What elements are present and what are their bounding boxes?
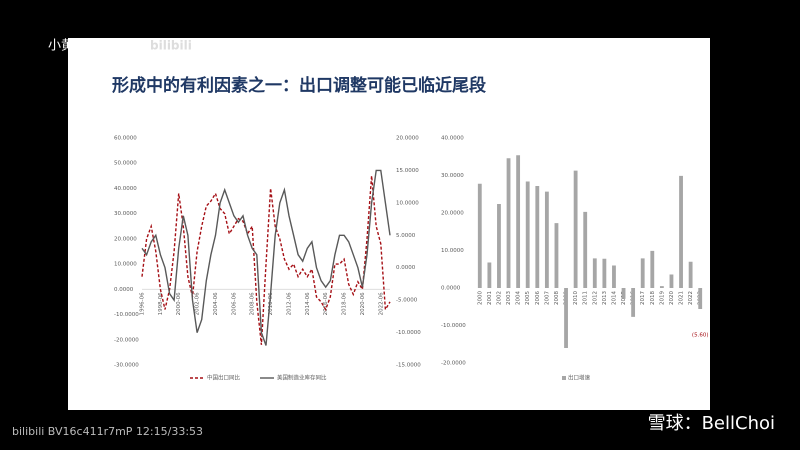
bar: [698, 288, 703, 309]
series-line: [141, 175, 391, 345]
y2-tick-label: -15.0000: [396, 363, 421, 369]
bar: [640, 258, 645, 288]
x-tick-label: 2001: [487, 291, 493, 305]
x-tick-label: 2004: [516, 291, 522, 305]
bar: [487, 262, 492, 288]
x-tick-label: 2022-06: [378, 292, 384, 315]
y-tick-label: -10.0000: [441, 323, 466, 329]
bar: [631, 288, 636, 317]
x-tick-label: 2008-06: [250, 292, 256, 315]
y-tick-label: 20.0000: [441, 211, 464, 217]
x-tick-label: 2021: [679, 291, 685, 305]
y2-tick-label: 20.0000: [396, 136, 419, 142]
logo: bilibili: [150, 39, 192, 53]
x-tick-label: 2017: [640, 291, 646, 305]
x-tick-label: 2005: [525, 291, 531, 305]
bar: [497, 204, 501, 288]
x-tick-label: 2003: [506, 291, 512, 305]
bar: [535, 186, 540, 288]
watermark: 小黄: [48, 39, 74, 54]
series-line: [141, 169, 391, 346]
bar: [477, 183, 482, 288]
slide-title: 形成中的有利因素之一：出口调整可能已临近尾段: [112, 75, 486, 96]
y-tick-label: -20.0000: [114, 337, 139, 343]
x-tick-label: 2006-06: [231, 292, 237, 315]
y2-tick-label: -5.0000: [396, 298, 418, 304]
x-tick-label: 2011: [583, 291, 589, 305]
x-tick-label: 2019: [659, 291, 665, 305]
bar: [688, 261, 693, 288]
y-tick-label: 20.0000: [114, 236, 137, 242]
y-tick-label: 0.0000: [441, 286, 461, 292]
bar: [516, 155, 521, 288]
source: 雪球：BellChoi: [648, 413, 775, 434]
y2-tick-label: 0.0000: [396, 265, 416, 271]
y2-tick-label: 15.0000: [396, 168, 419, 174]
x-tick-label: 2002: [496, 291, 502, 305]
x-tick-label: 1996-06: [140, 292, 146, 315]
y-tick-label: 10.0000: [114, 262, 137, 268]
bar: [650, 250, 655, 288]
x-tick-label: 2014: [611, 291, 617, 305]
legend-swatch: [562, 376, 566, 380]
y-tick-label: -20.0000: [441, 361, 466, 367]
bar: [659, 286, 664, 288]
y-tick-label: 30.0000: [114, 211, 137, 217]
y-tick-label: 40.0000: [114, 186, 137, 192]
x-tick-label: 2002-06: [195, 292, 201, 315]
y2-tick-label: 5.0000: [396, 233, 416, 239]
x-tick-label: 2014-06: [305, 292, 311, 315]
y-tick-label: -30.0000: [114, 363, 139, 369]
x-tick-label: 2012-06: [286, 292, 292, 315]
video-info: bilibili BV16c411r7mP 12:15/33:53: [12, 425, 203, 438]
bar: [592, 258, 597, 288]
x-tick-label: 2007: [544, 291, 550, 305]
x-tick-label: 2020: [669, 291, 675, 305]
legend-label: 美国制造业库存同比: [277, 374, 327, 382]
y2-tick-label: 10.0000: [396, 200, 419, 206]
x-tick-label: 1998-06: [158, 292, 164, 315]
bar: [612, 265, 616, 288]
x-tick-label: 2000-06: [176, 292, 182, 315]
bar: [621, 288, 626, 299]
y-tick-label: 60.0000: [114, 136, 137, 142]
y2-tick-label: -10.0000: [396, 330, 421, 336]
bar: [525, 181, 530, 288]
bar: [573, 170, 578, 288]
y-tick-label: 0.0000: [114, 287, 134, 293]
y-tick-label: 40.0000: [441, 136, 464, 142]
y-tick-label: 10.0000: [441, 248, 464, 254]
x-tick-label: 2010: [573, 291, 579, 305]
bar: [583, 211, 588, 288]
x-tick-label: 2008: [554, 291, 560, 305]
x-tick-label: 2016-06: [323, 292, 329, 315]
legend-label: 出口增速: [568, 374, 591, 382]
bar: [554, 223, 559, 288]
legend-label: 中国出口同比: [207, 374, 241, 382]
bar: [564, 288, 568, 348]
x-tick-label: 2013: [602, 291, 608, 305]
value-label: (5.60): [692, 333, 709, 339]
y-tick-label: 50.0000: [114, 161, 137, 167]
x-tick-label: 2018-06: [342, 292, 348, 315]
x-tick-label: 2012: [592, 291, 598, 305]
x-tick-label: 2006: [535, 291, 541, 305]
x-tick-label: 2004-06: [213, 292, 219, 315]
bar: [506, 158, 511, 288]
x-tick-label: 2000: [477, 291, 483, 305]
bar: [544, 191, 549, 288]
x-tick-label: 2020-06: [360, 292, 366, 315]
bar: [669, 274, 674, 288]
x-tick-label: 2022: [688, 291, 694, 305]
bar: [602, 258, 607, 288]
y-tick-label: -10.0000: [114, 312, 139, 318]
x-tick-label: 2018: [650, 291, 656, 305]
bar: [679, 175, 683, 288]
y-tick-label: 30.0000: [441, 173, 464, 179]
x-tick-label: 2010-06: [268, 292, 274, 315]
